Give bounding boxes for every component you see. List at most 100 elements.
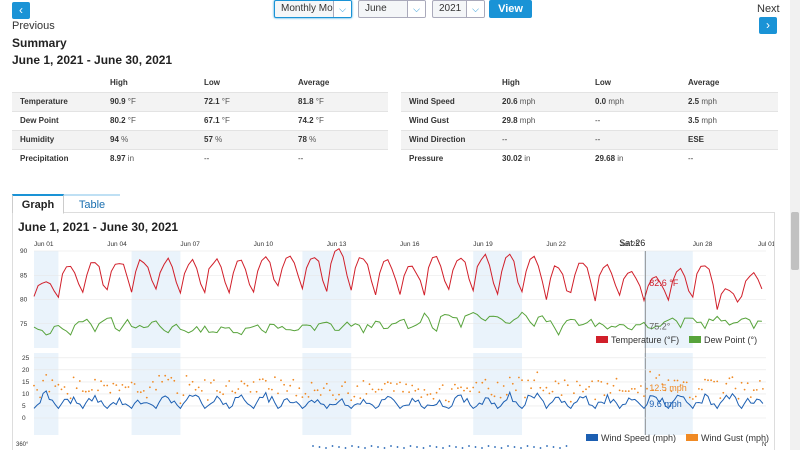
wind-direction-point: [325, 447, 327, 449]
tab-table[interactable]: Table: [64, 194, 120, 214]
next-label[interactable]: Next: [757, 3, 780, 15]
wind-gust-point: [710, 379, 712, 382]
hover-gust-label: 12.5 mph: [649, 383, 687, 393]
wind-gust-point: [225, 385, 228, 387]
row-label: Wind Speed: [401, 91, 494, 111]
wind-gust-point: [222, 393, 225, 396]
wind-gust-point: [48, 390, 51, 393]
wind-direction-point: [526, 445, 529, 447]
legend-temperature-label: Temperature (°F): [611, 335, 679, 345]
view-button[interactable]: View: [489, 0, 532, 18]
cell-unit: mph: [606, 97, 624, 106]
wind-gust-point: [325, 382, 328, 385]
cell-value: 8.97: [110, 154, 126, 164]
wind-gust-point: [353, 395, 356, 398]
hover-day-label: Sat 26: [619, 238, 645, 248]
wind-direction-point: [390, 445, 392, 447]
wind-gust-point: [557, 382, 560, 385]
wind-gust-point: [322, 387, 325, 389]
cell-value: 20.6: [502, 97, 518, 106]
wind-gust-point: [719, 397, 722, 399]
legend-dew-point-swatch: [689, 336, 701, 343]
wind-gust-point: [630, 388, 633, 390]
wind-gust-point: [460, 386, 462, 389]
wind-gust-point: [740, 381, 743, 384]
wind-gust-point: [249, 391, 252, 393]
cell-value: 3.5: [688, 116, 700, 125]
wind-gust-point: [731, 376, 734, 379]
wind-gust-point: [359, 397, 362, 400]
month-select-value: June: [365, 3, 387, 14]
wind-gust-point: [444, 399, 447, 402]
wind-gust-point: [551, 390, 554, 393]
wind-direction-point: [546, 445, 548, 447]
cell-value: 81.8: [298, 97, 314, 106]
wind-gust-point: [118, 389, 121, 392]
wind-gust-point: [432, 397, 435, 400]
wind-gust-point: [149, 386, 151, 389]
cell-value: 90.9: [110, 97, 126, 106]
next-button[interactable]: ›: [759, 17, 777, 34]
wind-gust-point: [100, 380, 102, 383]
wind-gust-point: [377, 388, 380, 391]
x-tick-label: Jun 22: [546, 241, 566, 248]
wind-gust-point: [749, 396, 752, 398]
tab-graph[interactable]: Graph: [12, 194, 64, 214]
dew-point-line: [33, 311, 762, 336]
wind-gust-point: [755, 389, 758, 391]
wind-gust-point: [603, 394, 606, 397]
wind-direction-point: [468, 445, 470, 447]
cell-unit: °F: [313, 97, 324, 106]
wind-gust-point: [142, 390, 145, 392]
wind-gust-point: [746, 382, 749, 385]
wind-gust-point: [408, 391, 410, 393]
y-tick-label: 0: [22, 415, 26, 422]
wind-gust-point: [301, 396, 304, 398]
legend-wind-gust-label: Wind Gust (mph): [701, 433, 769, 443]
wind-gust-point: [493, 395, 496, 398]
wind-gust-point: [191, 380, 194, 383]
cell-unit: mph: [699, 97, 717, 106]
header-low: Low: [595, 77, 611, 87]
mode-select[interactable]: Monthly Mode ⌵: [274, 0, 352, 18]
wind-direction-point: [344, 447, 347, 449]
wind-gust-point: [267, 388, 270, 390]
page-scrollbar-thumb[interactable]: [791, 212, 799, 270]
wind-direction-point: [370, 445, 373, 447]
wind-gust-point: [374, 391, 377, 393]
wind-gust-point: [155, 388, 157, 391]
wind-gust-point: [286, 390, 288, 392]
chevron-left-icon: ‹: [19, 3, 23, 17]
wind-direction-point: [318, 446, 321, 448]
summary-date-range: June 1, 2021 - June 30, 2021: [12, 53, 173, 67]
wind-gust-point: [600, 381, 603, 383]
cell-value: 29.68: [595, 154, 616, 164]
cell-unit: in: [615, 154, 624, 164]
wind-gust-point: [179, 402, 182, 405]
wind-gust-point: [734, 387, 737, 390]
wind-direction-point: [481, 447, 483, 449]
wind-gust-point: [664, 389, 667, 392]
wind-gust-point: [362, 380, 365, 382]
cell-value: 72.1: [204, 97, 220, 106]
weather-chart[interactable]: Jun 01 Jun 04 Jun 07 Jun 10 Jun 13 Jun 16 Jun …: [13, 213, 775, 450]
previous-button[interactable]: ‹: [12, 2, 30, 19]
wind-gust-point: [426, 393, 429, 396]
wind-gust-point: [612, 384, 615, 387]
graph-date-range: June 1, 2021 - June 30, 2021: [18, 220, 179, 234]
wind-gust-point: [649, 370, 651, 373]
month-select[interactable]: June ⌵: [358, 0, 426, 18]
chevron-right-icon: ›: [766, 18, 770, 32]
cell-value: 74.2: [298, 116, 314, 125]
cell-value: 80.2: [110, 116, 126, 125]
previous-label[interactable]: Previous: [12, 20, 55, 32]
wind-gust-point: [640, 385, 642, 387]
wind-gust-point: [457, 387, 459, 389]
wind-gust-point: [103, 384, 105, 387]
wind-gust-point: [618, 389, 621, 392]
wind-direction-point: [533, 446, 535, 448]
table-row: Precipitation 8.97 in -- --: [12, 148, 388, 168]
wind-direction-point: [461, 447, 464, 449]
wind-gust-point: [438, 388, 441, 390]
year-select[interactable]: 2021 ⌵: [432, 0, 485, 18]
